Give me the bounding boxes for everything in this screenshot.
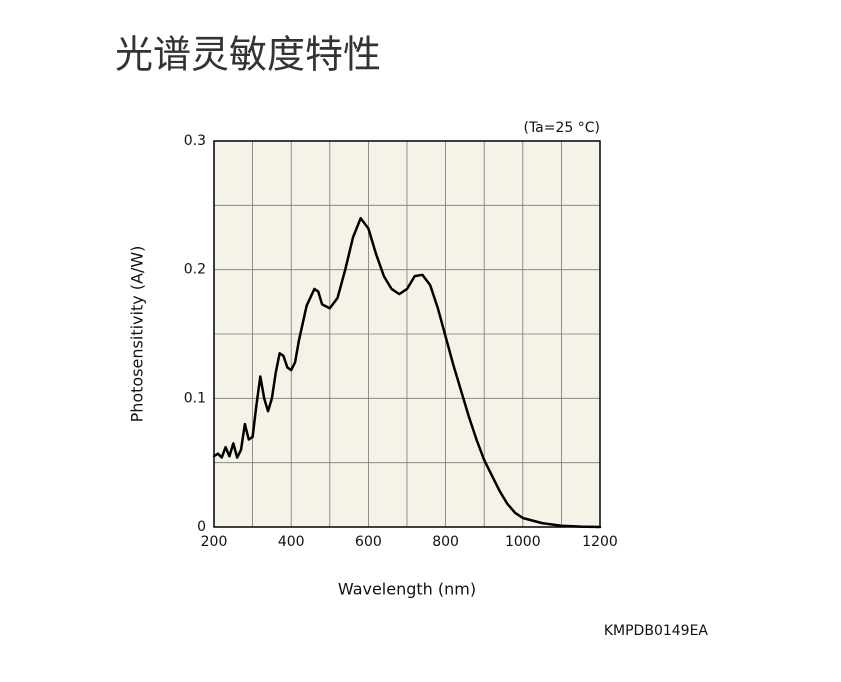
y-tick-label: 0.2 xyxy=(184,262,206,278)
line-series xyxy=(212,216,602,529)
plot-frame xyxy=(213,140,601,528)
y-tick-label: 0.1 xyxy=(184,390,206,406)
x-tick-label: 200 xyxy=(201,534,228,550)
x-tick-label: 400 xyxy=(278,534,305,550)
annotation: (Ta=25 °C) xyxy=(523,120,600,136)
y-tick-label: 0 xyxy=(197,519,206,535)
x-axis-label: Wavelength (nm) xyxy=(338,580,476,599)
chart-title: 光谱灵敏度特性 xyxy=(115,33,381,77)
y-tick-label: 0.3 xyxy=(184,133,206,149)
x-tick-label: 1200 xyxy=(582,534,618,550)
y-axis-label: Photosensitivity (A/W) xyxy=(128,246,147,423)
x-tick-label: 800 xyxy=(432,534,459,550)
x-tick-label: 600 xyxy=(355,534,382,550)
figure-code: KMPDB0149EA xyxy=(604,623,709,639)
x-tick-label: 1000 xyxy=(505,534,541,550)
